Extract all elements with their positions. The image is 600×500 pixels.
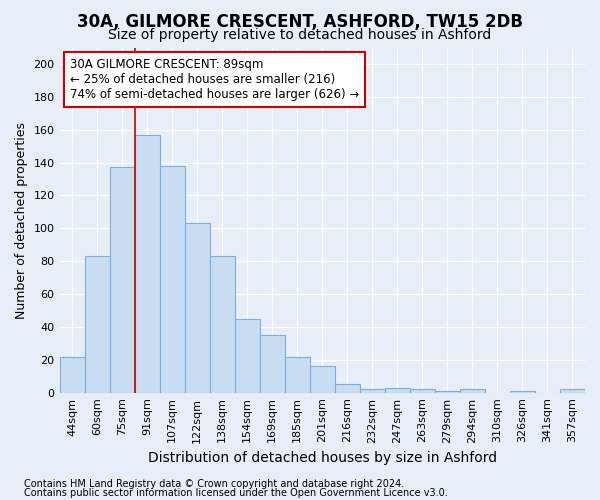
Bar	[335, 384, 360, 392]
Bar	[385, 388, 410, 392]
Bar	[410, 390, 435, 392]
Text: 30A, GILMORE CRESCENT, ASHFORD, TW15 2DB: 30A, GILMORE CRESCENT, ASHFORD, TW15 2DB	[77, 12, 523, 30]
Bar	[310, 366, 335, 392]
Bar	[360, 390, 385, 392]
Bar	[560, 390, 585, 392]
Bar	[85, 256, 110, 392]
Bar	[185, 224, 209, 392]
Y-axis label: Number of detached properties: Number of detached properties	[15, 122, 28, 318]
X-axis label: Distribution of detached houses by size in Ashford: Distribution of detached houses by size …	[148, 451, 497, 465]
Bar	[435, 391, 460, 392]
Bar	[235, 318, 260, 392]
Bar	[260, 335, 285, 392]
Bar	[59, 356, 85, 392]
Text: Size of property relative to detached houses in Ashford: Size of property relative to detached ho…	[109, 28, 491, 42]
Text: Contains public sector information licensed under the Open Government Licence v3: Contains public sector information licen…	[24, 488, 448, 498]
Bar	[460, 390, 485, 392]
Bar	[510, 391, 535, 392]
Text: Contains HM Land Registry data © Crown copyright and database right 2024.: Contains HM Land Registry data © Crown c…	[24, 479, 404, 489]
Bar	[160, 166, 185, 392]
Bar	[110, 168, 134, 392]
Bar	[285, 356, 310, 392]
Bar	[209, 256, 235, 392]
Bar	[134, 134, 160, 392]
Text: 30A GILMORE CRESCENT: 89sqm
← 25% of detached houses are smaller (216)
74% of se: 30A GILMORE CRESCENT: 89sqm ← 25% of det…	[70, 58, 359, 101]
